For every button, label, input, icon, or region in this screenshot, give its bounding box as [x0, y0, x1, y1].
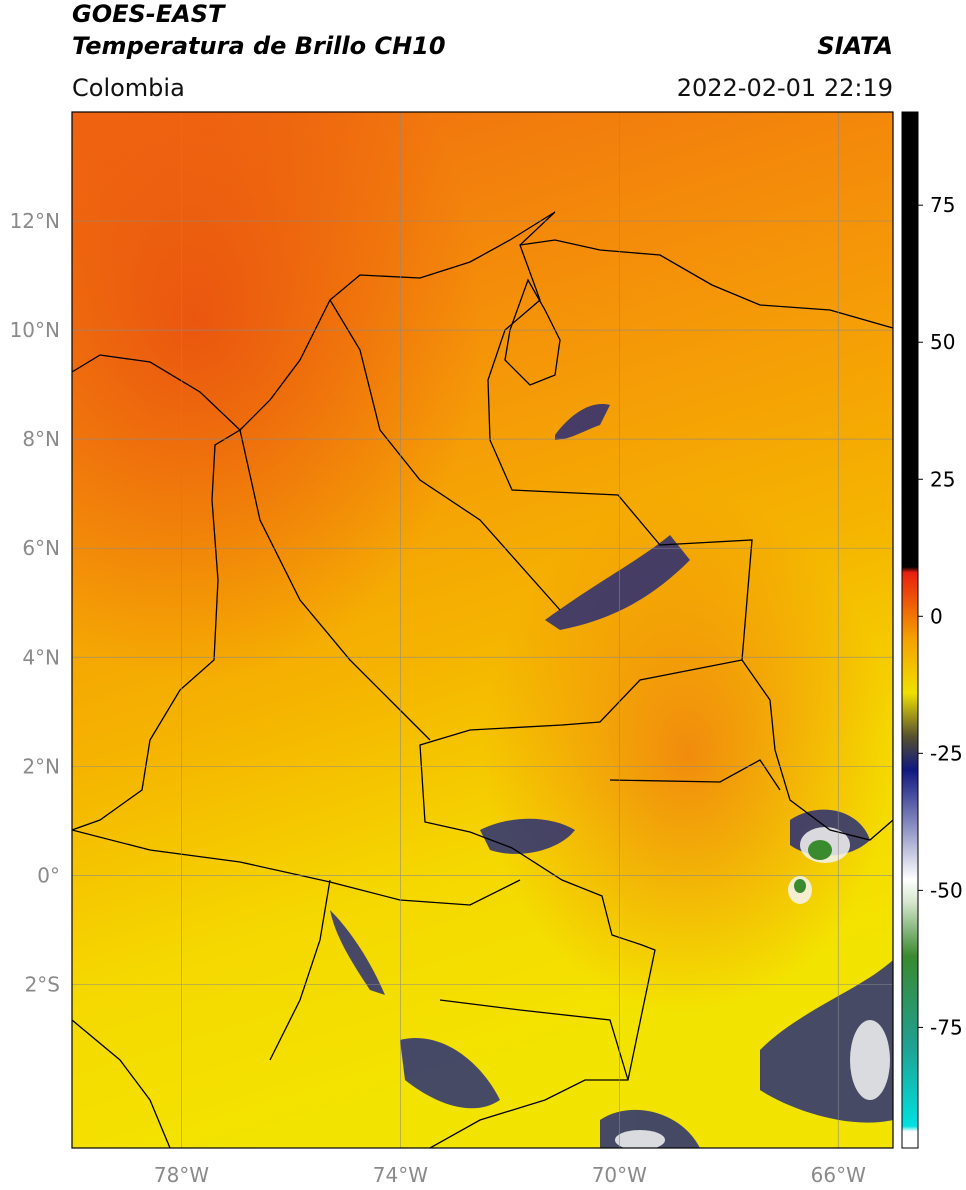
y-tick-label: 10°N	[10, 318, 60, 342]
region: Colombia	[72, 74, 185, 102]
colorbar-tick-label: -75	[930, 1015, 963, 1039]
map-frame	[71, 111, 894, 1149]
colorbar-tick-label: 25	[930, 467, 955, 491]
x-tick-label: 78°W	[154, 1163, 209, 1187]
source: SIATA	[817, 32, 893, 60]
colorbar-tick-label: -50	[930, 878, 963, 902]
imagery-warm	[72, 112, 893, 1148]
title-line2: Temperatura de Brillo CH10	[72, 32, 446, 60]
grid	[72, 112, 893, 1148]
colorbar-tick-label: 0	[930, 604, 943, 628]
y-tick-label: 12°N	[10, 209, 60, 233]
colorbar: 75 50 25 0 -25 -50 -75	[901, 111, 963, 1149]
x-tick-label: 70°W	[592, 1163, 647, 1187]
map	[72, 112, 893, 1148]
y-tick-label: 8°N	[22, 427, 60, 451]
title-line1: GOES-EAST	[72, 0, 226, 28]
colorbar-tick-label: -25	[930, 741, 963, 765]
y-tick-label: 4°N	[22, 645, 60, 669]
colorbar-scale	[901, 111, 919, 1149]
cold-cores	[794, 840, 832, 893]
y-tick-label: 0°	[37, 863, 60, 887]
colorbar-tick-label: 50	[930, 330, 955, 354]
timestamp: 2022-02-01 22:19	[677, 74, 893, 102]
y-tick-label: 2°S	[25, 972, 60, 996]
y-tick-label: 2°N	[22, 754, 60, 778]
colorbar-tick-label: 75	[930, 193, 955, 217]
x-tick-label: 74°W	[373, 1163, 428, 1187]
y-tick-label: 6°N	[22, 536, 60, 560]
x-tick-label: 66°W	[811, 1163, 866, 1187]
